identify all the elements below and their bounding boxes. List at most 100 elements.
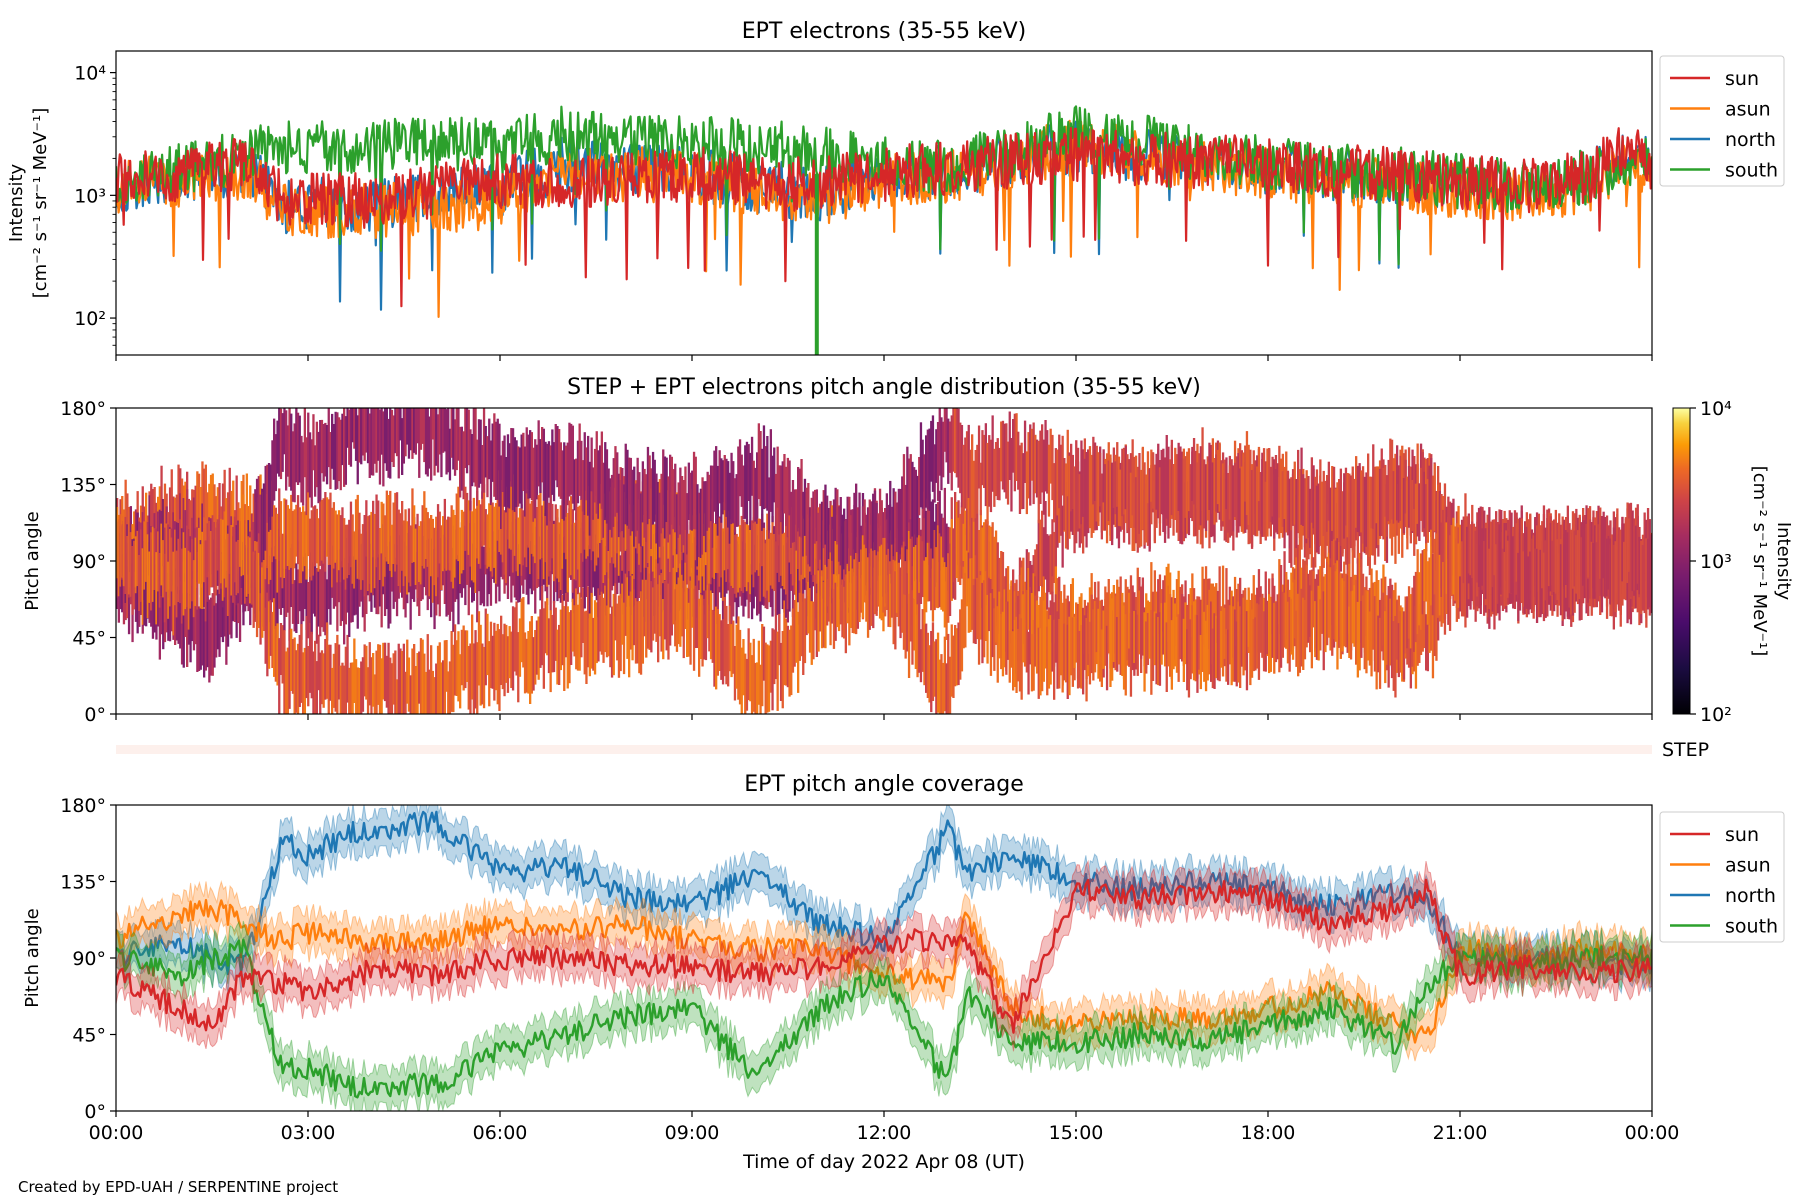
heat-cell bbox=[1242, 452, 1245, 534]
heat-cell bbox=[592, 467, 595, 520]
heat-cell bbox=[600, 431, 604, 509]
heat-cell bbox=[631, 512, 634, 575]
heat-cell bbox=[1332, 466, 1336, 540]
heat-cell bbox=[901, 576, 904, 633]
heat-cell bbox=[762, 626, 766, 681]
heat-cell bbox=[1611, 540, 1614, 617]
heat-cell bbox=[158, 553, 162, 608]
heat-cell bbox=[1228, 465, 1232, 520]
heat-cell bbox=[399, 408, 402, 441]
band-north bbox=[116, 805, 1652, 995]
heat-cell bbox=[1563, 544, 1566, 620]
heat-cell bbox=[1634, 525, 1638, 609]
heat-cell bbox=[662, 498, 665, 584]
heat-cell bbox=[1274, 469, 1278, 531]
heat-cell bbox=[595, 431, 598, 514]
heat-cell bbox=[430, 408, 433, 481]
heat-cell bbox=[527, 545, 530, 605]
heat-cell bbox=[597, 450, 600, 519]
heat-cell bbox=[332, 545, 336, 609]
heat-cell bbox=[296, 569, 300, 624]
heat-cell bbox=[378, 528, 382, 580]
heat-cell bbox=[899, 488, 902, 555]
heat-cell bbox=[401, 651, 404, 714]
heat-cell bbox=[1443, 548, 1447, 619]
heat-cell bbox=[1107, 595, 1110, 654]
heat-cell bbox=[307, 646, 310, 707]
heat-cell bbox=[1213, 458, 1216, 525]
heat-cell bbox=[826, 566, 829, 626]
heat-cell bbox=[242, 541, 245, 626]
heat-cell bbox=[322, 498, 325, 564]
heat-cell bbox=[561, 595, 564, 666]
heat-cell bbox=[803, 478, 807, 536]
heat-cell bbox=[692, 588, 696, 671]
heat-cell bbox=[942, 517, 945, 584]
heat-cell bbox=[1102, 449, 1105, 503]
heat-cell bbox=[404, 408, 407, 457]
heat-cell bbox=[926, 632, 930, 698]
heat-cell bbox=[925, 510, 928, 595]
heat-cell bbox=[358, 512, 361, 580]
heat-cell bbox=[332, 653, 336, 708]
heat-cell bbox=[1281, 471, 1285, 527]
heat-cell bbox=[761, 513, 764, 567]
heat-cell bbox=[1370, 568, 1373, 642]
heat-cell bbox=[928, 493, 931, 566]
heat-cell bbox=[448, 562, 452, 621]
panel1-ylabel-group: Intensity [cm⁻² s⁻¹ sr⁻¹ MeV⁻¹] bbox=[6, 108, 51, 299]
heat-cell bbox=[170, 558, 173, 632]
heat-cell bbox=[397, 509, 400, 586]
heat-cell bbox=[203, 468, 206, 552]
heat-cell bbox=[773, 629, 776, 685]
heat-cell bbox=[1491, 519, 1494, 588]
heat-cell bbox=[1041, 424, 1044, 493]
heat-cell bbox=[1628, 518, 1631, 572]
heat-cell bbox=[1146, 480, 1150, 546]
heat-cell bbox=[189, 594, 192, 663]
heat-cell bbox=[738, 629, 742, 705]
heat-cell bbox=[1061, 435, 1064, 496]
heat-cell bbox=[1119, 592, 1122, 675]
heat-cell bbox=[443, 498, 447, 569]
heat-cell bbox=[1385, 475, 1389, 537]
heat-cell bbox=[1428, 465, 1431, 532]
heat-cell bbox=[288, 629, 291, 709]
heat-cell bbox=[1262, 611, 1266, 672]
heat-cell bbox=[349, 556, 353, 623]
heat-cell bbox=[1541, 533, 1544, 589]
heat-cell bbox=[967, 539, 970, 603]
heat-cell bbox=[639, 591, 643, 675]
heat-cell bbox=[1320, 481, 1324, 556]
heat-cell bbox=[1075, 459, 1078, 544]
heat-cell bbox=[1384, 611, 1387, 684]
heat-cell bbox=[1054, 594, 1058, 663]
heat-cell bbox=[841, 579, 844, 638]
heat-cell bbox=[558, 624, 561, 685]
heat-cell bbox=[358, 408, 361, 463]
heat-cell bbox=[904, 484, 907, 547]
heat-cell bbox=[587, 586, 590, 668]
heat-cell bbox=[1256, 603, 1259, 669]
heat-cell bbox=[435, 408, 438, 466]
heat-cell bbox=[496, 486, 499, 541]
heat-cell bbox=[716, 465, 720, 536]
heat-cell bbox=[679, 525, 682, 578]
heat-cell bbox=[1064, 621, 1068, 683]
heat-cell bbox=[962, 489, 965, 561]
heat-cell bbox=[226, 533, 230, 616]
heat-cell bbox=[290, 547, 293, 607]
heat-cell bbox=[134, 536, 138, 588]
heat-cell bbox=[1199, 635, 1203, 690]
heat-cell bbox=[798, 527, 802, 581]
heat-cell bbox=[157, 531, 160, 592]
heat-cell bbox=[837, 506, 841, 562]
heat-cell bbox=[307, 582, 310, 639]
heat-cell bbox=[619, 480, 622, 533]
heat-cell bbox=[148, 495, 151, 576]
heat-cell bbox=[839, 497, 842, 566]
heat-cell bbox=[1302, 474, 1305, 526]
heat-cell bbox=[766, 644, 769, 713]
heat-cell bbox=[513, 607, 517, 672]
heat-cell bbox=[669, 454, 672, 535]
